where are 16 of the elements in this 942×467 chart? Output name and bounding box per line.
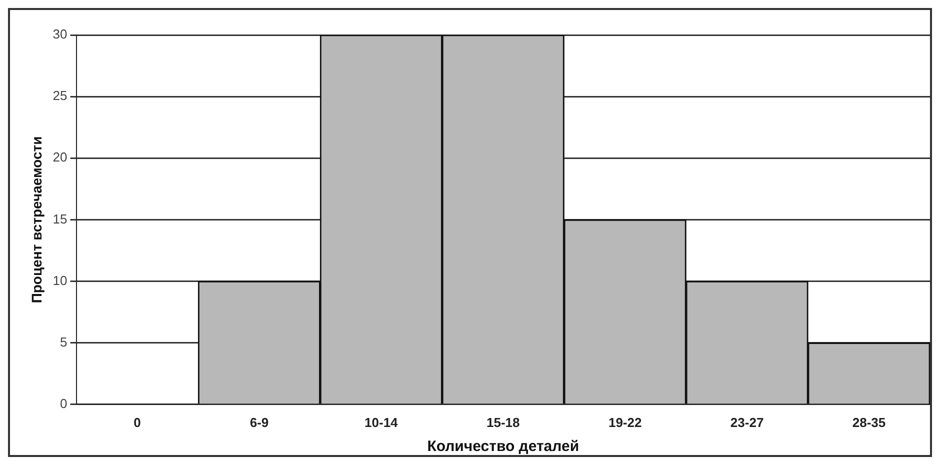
x-tick-label: 23-27 — [730, 414, 764, 430]
x-tick-label: 19-22 — [608, 414, 642, 430]
x-tick-label: 6-9 — [250, 414, 269, 430]
y-tick-label: 30 — [52, 26, 68, 42]
x-tick-label: 28-35 — [852, 414, 886, 430]
x-tick-label: 0 — [134, 414, 141, 430]
x-tick-label: 10-14 — [364, 414, 399, 430]
y-tick-label: 15 — [52, 211, 68, 226]
x-axis-title: Количество деталей — [427, 438, 580, 456]
x-tick-label: 15-18 — [486, 414, 520, 430]
y-tick-label: 5 — [60, 334, 68, 350]
y-tick-label: 0 — [60, 396, 68, 411]
y-axis-title: Процент встречаемости — [28, 136, 44, 304]
y-tick-label: 25 — [52, 88, 68, 104]
y-tick-label: 20 — [52, 150, 68, 165]
y-tick-label: 10 — [52, 272, 68, 288]
